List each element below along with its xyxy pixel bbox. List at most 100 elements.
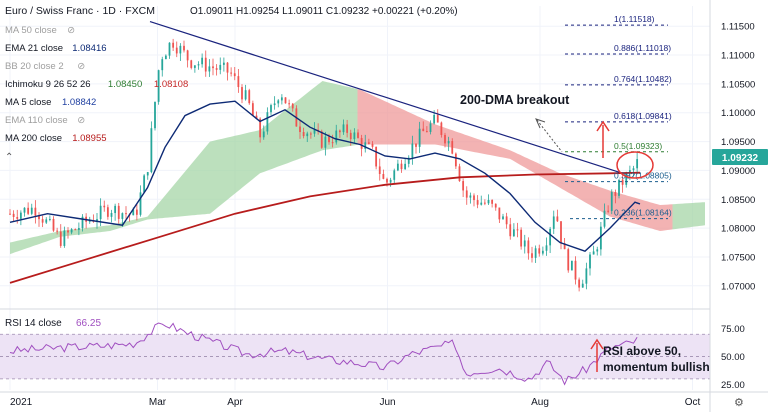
- symbol-title: Euro / Swiss Franc · 1D · FXCM: [5, 5, 155, 17]
- candle-down: [59, 231, 62, 246]
- candle-down: [422, 128, 425, 132]
- eye-off-icon: ⊘: [77, 61, 85, 72]
- pointer-head: [535, 118, 546, 129]
- candle-down: [415, 143, 417, 147]
- candle-down: [349, 132, 352, 140]
- candle-up: [599, 226, 602, 250]
- candle-down: [436, 114, 439, 123]
- y-tick-label: 1.07000: [721, 281, 755, 292]
- last-price-tag: [712, 149, 768, 166]
- candle-up: [114, 205, 117, 214]
- rsi-arrow-head: [590, 338, 604, 350]
- candle-up: [364, 142, 367, 149]
- candle-up: [632, 168, 635, 171]
- candle-down: [183, 45, 185, 51]
- candle-down: [578, 279, 581, 288]
- candle-up: [99, 205, 102, 220]
- candle-up: [636, 159, 639, 169]
- candle-up: [487, 199, 490, 204]
- last-price-label: 1.09232: [722, 153, 759, 164]
- y-tick-label: 1.09000: [721, 166, 755, 177]
- fib-label: 0.886(1.11018): [614, 43, 671, 53]
- candle-down: [27, 207, 30, 214]
- settings-gear-icon: ⚙: [734, 397, 744, 409]
- candle-up: [353, 132, 356, 140]
- candle-down: [233, 73, 236, 77]
- candle-up: [219, 64, 222, 70]
- candle-down: [125, 213, 127, 215]
- candle-up: [30, 207, 33, 214]
- fib-levels: 1(1.11518) 0.886(1.11018) 0.764(1.10482) 0.…: [565, 14, 672, 220]
- eye-off-icon: ⊘: [67, 25, 75, 36]
- candle-up: [164, 55, 167, 60]
- candle-down: [458, 166, 461, 182]
- candle-down: [56, 230, 59, 232]
- candle-down: [473, 195, 475, 201]
- candle-up: [404, 163, 407, 170]
- candle-up: [589, 254, 591, 269]
- candle-up: [603, 210, 606, 227]
- ichimoku-cloud: [10, 81, 705, 255]
- candle-down: [614, 192, 617, 196]
- candle-down: [320, 131, 323, 148]
- candle-up: [139, 192, 142, 215]
- candle-up: [618, 179, 620, 196]
- candle-up: [433, 114, 436, 124]
- rsi-tick-label: 75.00: [721, 324, 745, 335]
- candle-down: [328, 136, 330, 143]
- fib-label: 0.764(1.10482): [614, 74, 672, 84]
- candle-up: [48, 218, 51, 220]
- candle-up: [77, 228, 80, 230]
- candle-up: [110, 213, 113, 217]
- candle-up: [143, 175, 146, 193]
- cloud-bullish-segment: [672, 202, 705, 230]
- candle-down: [172, 42, 175, 48]
- annotations-layer: [535, 118, 654, 179]
- candle-down: [491, 199, 494, 204]
- candle-down: [12, 213, 15, 217]
- candle-down: [556, 216, 559, 222]
- candle-down: [135, 209, 138, 215]
- candle-down: [505, 216, 508, 225]
- candle-down: [382, 173, 385, 179]
- candle-down: [41, 219, 44, 223]
- candle-down: [538, 248, 541, 254]
- candle-down: [38, 215, 40, 220]
- y-tick-label: 1.10000: [721, 108, 755, 119]
- candle-up: [502, 216, 504, 220]
- candle-down: [563, 243, 566, 250]
- rsi-line: [9, 322, 638, 386]
- candle-down: [302, 132, 305, 137]
- candle-up: [63, 230, 66, 246]
- candle-down: [259, 118, 262, 138]
- fib-label: 0.382(1.08805): [614, 171, 672, 181]
- candle-up: [306, 133, 309, 137]
- candle-up: [610, 192, 613, 212]
- legend-name: MA 50 close: [5, 25, 57, 36]
- candle-down: [299, 126, 301, 133]
- dashed-pointer: [536, 119, 563, 153]
- candle-up: [581, 283, 584, 288]
- candle-down: [215, 68, 218, 70]
- candle-down: [288, 103, 291, 105]
- candle-down: [378, 166, 381, 174]
- candle-down: [444, 134, 446, 144]
- candle-down: [212, 66, 214, 69]
- candle-down: [375, 146, 378, 167]
- legend-name: MA 200 close: [5, 133, 62, 144]
- candle-down: [498, 207, 501, 220]
- candle-up: [447, 141, 450, 144]
- candle-down: [74, 229, 77, 231]
- rsi-pane: RSI 14 close 66.25: [0, 308, 710, 386]
- candle-down: [103, 205, 106, 208]
- legend-name: EMA 110 close: [5, 115, 68, 126]
- candle-up: [146, 172, 149, 176]
- rsi-label: RSI 14 close: [5, 318, 62, 329]
- candle-down: [531, 253, 533, 258]
- candle-down: [400, 163, 403, 170]
- x-tick-label: Aug: [531, 397, 549, 408]
- candle-up: [541, 250, 544, 254]
- legend-value: 1.08955: [72, 133, 106, 144]
